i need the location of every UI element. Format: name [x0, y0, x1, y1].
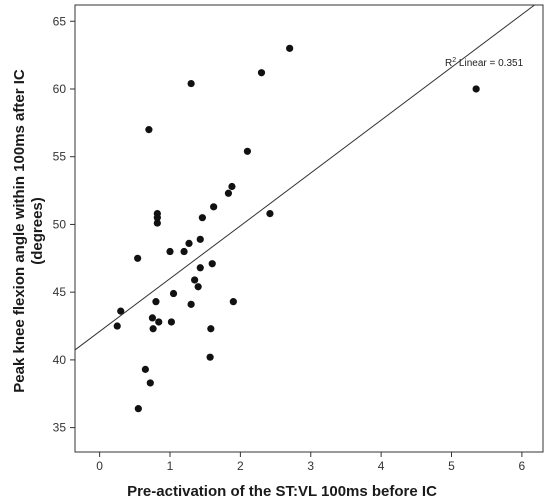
y-tick-label: 45 [53, 285, 67, 299]
x-axis-ticks: 0 1 2 3 4 5 6 [96, 452, 526, 473]
data-point [185, 239, 193, 247]
data-point [198, 214, 206, 222]
data-point [206, 353, 214, 361]
y-axis-ticks: 35 40 45 50 55 60 65 [53, 14, 75, 435]
data-points [113, 44, 480, 413]
data-point [153, 210, 161, 218]
fit-line-group [75, 5, 536, 351]
data-point [196, 264, 204, 272]
fit-label-prefix: R [445, 58, 452, 69]
x-axis-title: Pre-activation of the ST:VL 100ms before… [127, 483, 437, 500]
y-tick-label: 50 [53, 217, 67, 231]
data-point [266, 210, 274, 218]
plot-frame [74, 4, 544, 453]
data-point [224, 189, 233, 197]
fit-line-annotation: R2 Linear = 0.351 [445, 57, 524, 69]
y-tick-label: 60 [53, 82, 67, 96]
data-point [145, 126, 153, 134]
data-point [148, 314, 157, 322]
plot-border [74, 4, 544, 453]
data-point [155, 318, 163, 326]
x-tick-label: 1 [167, 459, 174, 473]
data-point [134, 405, 142, 413]
y-axis-title-line-2: (degrees) [29, 197, 46, 265]
data-point [472, 85, 480, 93]
data-point [134, 254, 142, 262]
y-axis-title: Peak knee flexion angle within 100ms aft… [11, 69, 46, 393]
data-point [187, 300, 195, 308]
y-tick-label: 40 [53, 353, 67, 367]
data-point [169, 289, 178, 298]
x-tick-label: 0 [96, 459, 103, 473]
x-tick-label: 4 [378, 459, 385, 473]
data-point [196, 235, 204, 243]
x-tick-label: 2 [237, 459, 244, 473]
data-point [207, 325, 215, 333]
x-tick-label: 6 [519, 459, 526, 473]
data-point [166, 247, 174, 256]
data-point [167, 318, 176, 326]
y-tick-label: 35 [53, 421, 67, 435]
data-point [210, 203, 218, 211]
data-point [286, 44, 294, 52]
data-point [180, 247, 188, 256]
data-point [208, 260, 216, 268]
data-point [153, 219, 161, 227]
data-point [243, 147, 252, 155]
data-point [117, 307, 125, 315]
y-axis-title-line-1: Peak knee flexion angle within 100ms aft… [11, 69, 28, 393]
data-point [194, 283, 202, 291]
y-tick-label: 55 [53, 150, 67, 164]
fit-label-suffix: Linear = 0.351 [456, 58, 523, 69]
data-point [149, 325, 157, 333]
data-point [113, 322, 121, 330]
x-tick-label: 5 [448, 459, 455, 473]
fit-line [75, 5, 536, 351]
fit-label-superscript: 2 [452, 57, 456, 64]
data-point [191, 276, 199, 284]
data-point [229, 298, 237, 306]
data-point [152, 298, 160, 306]
data-point [146, 379, 154, 387]
x-tick-label: 3 [307, 459, 314, 473]
data-point [187, 79, 195, 88]
data-point [141, 365, 149, 373]
y-tick-label: 65 [53, 14, 67, 28]
data-point [228, 182, 236, 191]
data-point [257, 69, 266, 77]
